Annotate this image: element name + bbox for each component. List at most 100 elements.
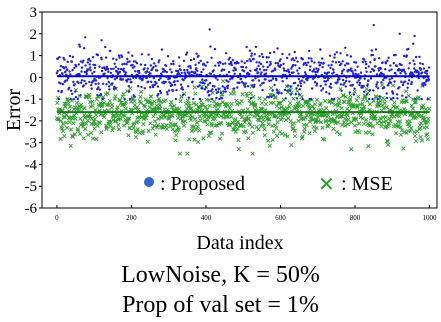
proposed-point (252, 57, 255, 61)
proposed-point (389, 81, 392, 84)
proposed-point (249, 69, 252, 73)
mse-point (260, 107, 265, 112)
proposed-point (342, 83, 345, 86)
mse-point (361, 121, 367, 126)
mse-point (261, 117, 266, 123)
proposed-point (297, 72, 300, 75)
proposed-point (149, 72, 152, 75)
proposed-point (160, 48, 164, 51)
proposed-point (215, 96, 218, 100)
mse-point (383, 115, 388, 120)
proposed-point (217, 87, 220, 90)
mse-point (217, 136, 223, 141)
proposed-point (77, 81, 80, 85)
proposed-point (343, 64, 347, 67)
proposed-point (172, 60, 175, 63)
proposed-point (106, 68, 110, 71)
mse-point (118, 116, 123, 121)
proposed-point (88, 80, 91, 84)
proposed-point (150, 80, 153, 84)
proposed-point (59, 65, 63, 68)
mse-point (152, 119, 158, 124)
scatter-chart: 0 200 400 600 800 1000 3 2 1 0 -1 -2 -3 -4 -5 -6 : Prop… (3, 5, 438, 254)
proposed-point (270, 95, 273, 99)
mse-point (134, 130, 139, 135)
proposed-point (388, 78, 391, 81)
mse-point (353, 129, 358, 135)
mse-point (207, 130, 213, 135)
proposed-point (104, 45, 107, 49)
proposed-point (56, 57, 60, 60)
proposed-point (80, 70, 83, 73)
proposed-point (158, 59, 161, 62)
mse-point (111, 125, 116, 131)
proposed-point (113, 62, 116, 65)
proposed-point (61, 82, 65, 86)
mse-point (149, 94, 154, 99)
proposed-point (93, 77, 96, 81)
proposed-point (387, 84, 390, 87)
proposed-point (255, 67, 259, 70)
mse-point (135, 119, 141, 124)
mse-point (107, 98, 112, 104)
proposed-point (133, 65, 136, 68)
proposed-point (330, 97, 334, 101)
proposed-point (374, 65, 377, 68)
proposed-point (426, 97, 429, 101)
mse-point (109, 102, 115, 107)
proposed-point (259, 73, 262, 76)
mse-point (373, 116, 378, 121)
mse-point (82, 105, 87, 111)
mse-point (310, 104, 315, 109)
proposed-point (239, 77, 243, 81)
proposed-point (393, 80, 396, 83)
proposed-point (159, 77, 162, 80)
proposed-point (131, 63, 134, 67)
proposed-point (115, 76, 119, 80)
proposed-point (404, 72, 407, 75)
proposed-point (260, 71, 263, 74)
mse-point (247, 98, 252, 103)
proposed-point (340, 62, 343, 65)
proposed-point (213, 85, 216, 88)
mse-point (336, 96, 342, 101)
proposed-point (354, 72, 357, 76)
mse-point (410, 106, 415, 111)
proposed-point (197, 61, 201, 64)
proposed-point (292, 63, 295, 67)
proposed-point (182, 93, 185, 97)
mse-point (146, 128, 151, 134)
proposed-point (57, 97, 60, 101)
mse-point (340, 122, 345, 128)
mse-point (279, 131, 285, 136)
mse-point (233, 129, 238, 134)
mse-point (252, 102, 257, 108)
proposed-point (333, 97, 336, 101)
proposed-point (413, 67, 416, 70)
proposed-point (146, 67, 149, 70)
mse-point (117, 113, 123, 118)
mse-point (115, 105, 120, 110)
proposed-point (143, 67, 146, 70)
mse-point (199, 102, 204, 107)
proposed-point (100, 39, 103, 42)
proposed-point (342, 68, 345, 71)
mse-point (56, 117, 61, 122)
proposed-point (273, 51, 276, 54)
mse-point (236, 146, 241, 152)
proposed-point (158, 89, 162, 93)
proposed-point (286, 89, 289, 92)
proposed-point (406, 86, 409, 89)
mse-point (124, 99, 129, 105)
proposed-point (286, 56, 289, 60)
proposed-point (341, 69, 344, 73)
mse-point (249, 101, 254, 106)
proposed-point (103, 72, 106, 75)
proposed-point (382, 86, 386, 89)
mse-point (75, 128, 81, 133)
legend-label-mse: : MSE (341, 173, 393, 195)
proposed-point (125, 62, 128, 66)
mse-point (120, 94, 125, 99)
mse-point (403, 98, 408, 104)
proposed-point (245, 45, 248, 49)
